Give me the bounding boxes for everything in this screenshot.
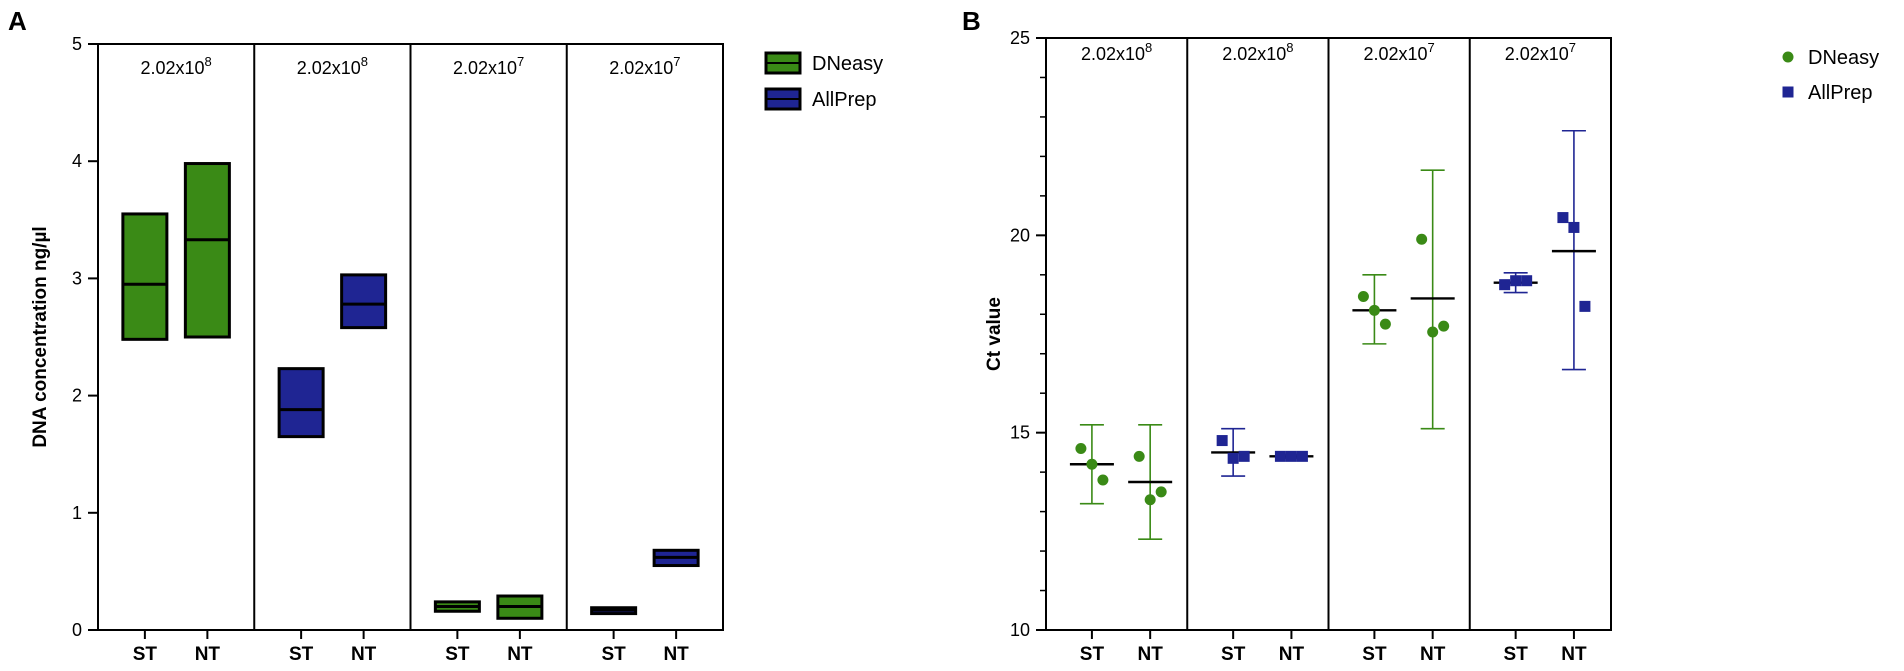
group-label-base: 2.02x10 bbox=[297, 58, 361, 78]
x-category-label: NT bbox=[507, 644, 533, 665]
data-point-allprep bbox=[1285, 450, 1297, 462]
legend-label: AllPrep bbox=[1808, 82, 1872, 104]
data-point-dneasy bbox=[1097, 474, 1109, 486]
group-label-base: 2.02x10 bbox=[140, 58, 204, 78]
data-point-allprep bbox=[1238, 450, 1250, 462]
x-category-label: ST bbox=[1362, 644, 1387, 665]
data-point-allprep bbox=[1510, 275, 1522, 287]
group-label-base: 2.02x10 bbox=[1081, 44, 1145, 64]
data-point-dneasy bbox=[1416, 233, 1428, 245]
data-point-dneasy bbox=[1133, 450, 1145, 462]
x-category-label: ST bbox=[289, 644, 314, 665]
data-point-allprep bbox=[1579, 300, 1591, 312]
y-tick-label: 2 bbox=[72, 386, 82, 406]
y-tick-label: 3 bbox=[72, 268, 82, 288]
group-label-exponent: 8 bbox=[1145, 40, 1152, 55]
group-label-base: 2.02x10 bbox=[1222, 44, 1286, 64]
group-label: 2.02x108 bbox=[140, 54, 211, 78]
x-category-label: NT bbox=[1420, 644, 1446, 665]
group-label-base: 2.02x10 bbox=[453, 58, 517, 78]
group-label: 2.02x108 bbox=[297, 54, 368, 78]
y-axis-title: DNA concentration ng/µl bbox=[30, 226, 51, 447]
group-label-base: 2.02x10 bbox=[1505, 44, 1569, 64]
legend-label: DNeasy bbox=[1808, 47, 1879, 69]
x-category-label: ST bbox=[445, 644, 470, 665]
data-point-allprep bbox=[1216, 435, 1228, 447]
data-point-allprep bbox=[1227, 452, 1239, 464]
data-point-dneasy bbox=[1438, 320, 1450, 332]
data-point-allprep bbox=[1557, 212, 1569, 224]
data-point-dneasy bbox=[1086, 458, 1098, 470]
group-label-exponent: 7 bbox=[673, 54, 680, 69]
y-tick-label: 1 bbox=[72, 503, 82, 523]
group-label: 2.02x108 bbox=[1081, 40, 1152, 64]
y-tick-label: 0 bbox=[72, 620, 82, 640]
data-point-dneasy bbox=[1075, 442, 1087, 454]
group-label: 2.02x107 bbox=[609, 54, 680, 78]
y-tick-label: 10 bbox=[1010, 620, 1030, 640]
legend-label: DNeasy bbox=[812, 53, 883, 75]
group-label-exponent: 8 bbox=[361, 54, 368, 69]
group-label-base: 2.02x10 bbox=[609, 58, 673, 78]
x-category-label: NT bbox=[1561, 644, 1587, 665]
legend-marker-dneasy bbox=[1782, 51, 1794, 63]
x-category-label: ST bbox=[133, 644, 158, 665]
data-point-allprep bbox=[1274, 450, 1286, 462]
data-point-dneasy bbox=[1368, 304, 1380, 316]
group-label-exponent: 7 bbox=[1428, 40, 1435, 55]
x-category-label: NT bbox=[1138, 644, 1164, 665]
data-point-allprep bbox=[1521, 275, 1533, 287]
group-label-exponent: 7 bbox=[1569, 40, 1576, 55]
data-point-dneasy bbox=[1357, 291, 1369, 303]
group-label: 2.02x108 bbox=[1222, 40, 1293, 64]
group-label: 2.02x107 bbox=[1505, 40, 1576, 64]
x-category-label: NT bbox=[195, 644, 221, 665]
x-category-label: ST bbox=[601, 644, 626, 665]
box-dneasy bbox=[121, 212, 169, 341]
data-point-dneasy bbox=[1427, 326, 1439, 338]
data-point-allprep bbox=[1499, 279, 1511, 291]
data-point-dneasy bbox=[1379, 318, 1391, 330]
legend-label: AllPrep bbox=[812, 89, 876, 111]
group-label-exponent: 8 bbox=[205, 54, 212, 69]
y-tick-label: 20 bbox=[1010, 225, 1030, 245]
panel-letter: B bbox=[962, 6, 981, 36]
legend-marker-allprep bbox=[1782, 86, 1794, 98]
box-allprep bbox=[340, 273, 388, 330]
x-category-label: NT bbox=[1279, 644, 1305, 665]
group-label: 2.02x107 bbox=[453, 54, 524, 78]
data-point-dneasy bbox=[1155, 486, 1167, 498]
x-category-label: ST bbox=[1504, 644, 1529, 665]
x-category-label: ST bbox=[1080, 644, 1105, 665]
y-tick-label: 15 bbox=[1010, 423, 1030, 443]
y-axis-title: Ct value bbox=[984, 297, 1005, 371]
box-dneasy bbox=[183, 162, 231, 339]
group-label-exponent: 7 bbox=[517, 54, 524, 69]
group-label-base: 2.02x10 bbox=[1363, 44, 1427, 64]
y-tick-label: 5 bbox=[72, 34, 82, 54]
y-tick-label: 4 bbox=[72, 151, 82, 171]
x-category-label: ST bbox=[1221, 644, 1246, 665]
y-tick-label: 25 bbox=[1010, 28, 1030, 48]
group-label: 2.02x107 bbox=[1363, 40, 1434, 64]
data-point-dneasy bbox=[1144, 494, 1156, 506]
x-category-label: NT bbox=[663, 644, 689, 665]
x-category-label: NT bbox=[351, 644, 377, 665]
panel-letter: A bbox=[8, 6, 27, 36]
group-label-exponent: 8 bbox=[1286, 40, 1293, 55]
box-allprep bbox=[277, 367, 325, 439]
data-point-allprep bbox=[1296, 450, 1308, 462]
data-point-allprep bbox=[1568, 221, 1580, 233]
